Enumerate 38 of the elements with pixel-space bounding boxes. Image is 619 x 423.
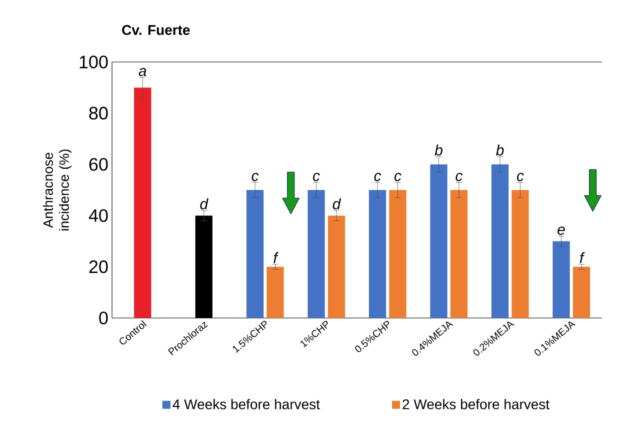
y-tick-label: 40 (88, 209, 108, 222)
bar (389, 190, 406, 318)
annotation: d (332, 198, 342, 210)
annotation: c (456, 172, 463, 182)
annotation: f (580, 252, 585, 264)
annotation: b (434, 144, 442, 156)
bar (195, 216, 212, 318)
annotation: c (516, 172, 524, 182)
bar (572, 266, 590, 318)
y-tick-label: 60 (89, 158, 108, 171)
bar (308, 190, 325, 318)
y-tick-label: 0 (99, 312, 108, 324)
annotation: b (496, 144, 504, 156)
y-tick-label: 20 (89, 260, 108, 274)
bar (266, 266, 284, 318)
chart-title: Cv. Fuerte (122, 25, 190, 35)
annotation: c (374, 172, 382, 182)
legend-label: 2 Weeks before harvest (402, 398, 550, 410)
bar (512, 190, 529, 318)
bar (368, 190, 386, 318)
bar (491, 164, 509, 318)
annotation: a (138, 68, 146, 76)
annotation: e (558, 226, 565, 235)
bar (246, 190, 264, 318)
bar (430, 164, 448, 318)
bar (450, 190, 468, 318)
annotation: d (200, 198, 208, 210)
bar (552, 241, 570, 318)
annotation: c (252, 172, 259, 182)
y-axis-title: Anthracnose incidence (%) (42, 150, 72, 230)
y-tick-label: 80 (89, 106, 108, 120)
annotation: c (313, 172, 320, 182)
annotation: c (394, 172, 402, 182)
y-tick-label: 100 (80, 56, 108, 68)
annotation: f (274, 252, 279, 264)
legend-label: 4 Weeks before harvest (172, 398, 320, 410)
bar (134, 88, 152, 318)
bar (328, 216, 346, 318)
